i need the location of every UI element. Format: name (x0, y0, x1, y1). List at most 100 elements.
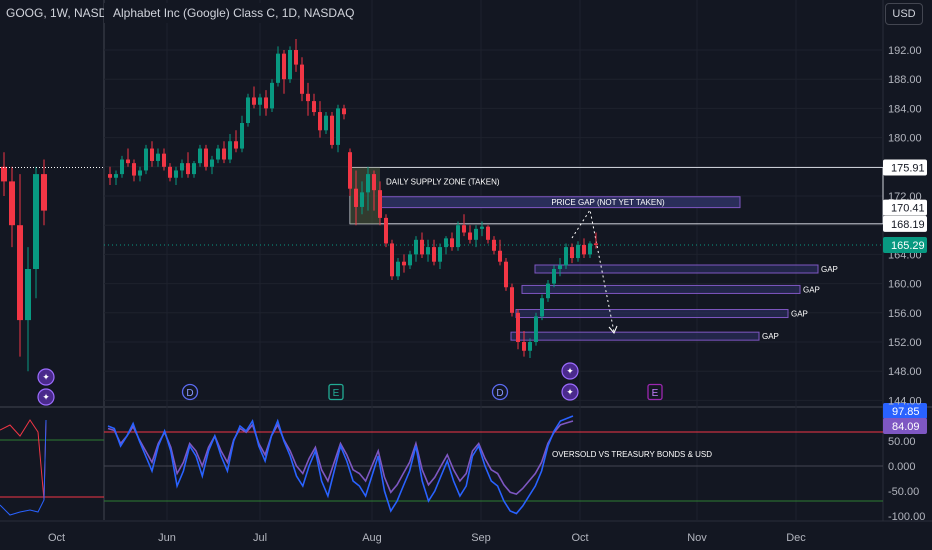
candle-body (576, 244, 580, 259)
y-tick-label: 156.00 (888, 308, 922, 320)
candle-body (300, 64, 304, 94)
left-panel-title: GOOG, 1W, NASDAQ (6, 6, 125, 20)
gap-label: GAP (791, 310, 808, 319)
candle-body (384, 217, 388, 244)
candle-body (420, 239, 424, 255)
candle-body (126, 159, 130, 164)
price-label-box (883, 159, 927, 176)
x-tick-label: Aug (362, 532, 382, 544)
candle-body (498, 250, 502, 262)
candle-body (516, 312, 520, 342)
candle-body (402, 261, 406, 266)
price-label-box (883, 199, 927, 216)
candle-body (180, 163, 184, 171)
indicator-badge-glyph: ✦ (566, 366, 574, 376)
price-label: 175.91 (891, 162, 925, 174)
price-label: 170.41 (891, 203, 925, 215)
earnings-marker (328, 383, 344, 401)
currency-button[interactable]: USD (885, 3, 923, 25)
candle-body (582, 244, 586, 255)
candle-body (204, 148, 208, 167)
candle-body (312, 101, 316, 113)
price-gap-label: PRICE GAP (NOT YET TAKEN) (551, 198, 665, 207)
candle-body (120, 159, 124, 175)
candle-body (108, 174, 112, 178)
gap-box (510, 331, 760, 341)
candle-body (288, 50, 292, 80)
dividend-marker-label: D (186, 388, 193, 399)
candle-body (510, 287, 514, 313)
weekly-candle-body (33, 174, 39, 269)
candle-body (360, 192, 364, 207)
candle-body (396, 261, 400, 277)
osc-y-tick: 50.00 (888, 436, 916, 448)
candle-body (114, 174, 118, 178)
dividend-marker (181, 383, 199, 401)
price-label-box (883, 215, 927, 232)
osc-blue-line (107, 415, 574, 515)
supply-zone-label: DAILY SUPPLY ZONE (TAKEN) (386, 177, 500, 186)
price-label: 168.19 (891, 219, 925, 231)
x-tick-label: Oct (571, 532, 588, 544)
indicator-badge-icon (561, 383, 579, 401)
candles[interactable] (108, 39, 598, 359)
candle-body (294, 50, 298, 65)
candle-body (414, 239, 418, 255)
candle-body (522, 342, 526, 351)
y-tick-label: 144.00 (888, 395, 922, 407)
indicator-badge-icon (561, 362, 579, 380)
candle-body (336, 108, 340, 145)
candle-body (564, 247, 568, 266)
indicator-badge-glyph: ✦ (42, 392, 50, 402)
gap-box (534, 264, 819, 274)
candle-body (480, 226, 484, 229)
candle-body (228, 141, 232, 160)
indicator-badge-icon (37, 388, 55, 406)
candle-body (222, 148, 226, 160)
time-axis: Jun Jul Aug Sep Oct Nov Dec (158, 532, 806, 544)
title-backdrop (104, 3, 336, 23)
osc-y-tick: -50.00 (888, 486, 919, 498)
candle-body (144, 148, 148, 171)
candle-body (390, 243, 394, 277)
candle-body (324, 115, 328, 131)
candle-body (444, 238, 448, 248)
candle-body (492, 239, 496, 251)
candle-body (432, 247, 436, 262)
indicator-badge-glyph: ✦ (566, 387, 574, 397)
main-chart-title: Alphabet Inc (Google) Class C, 1D, NASDA… (113, 6, 354, 20)
y-tick-label: 160.00 (888, 279, 922, 291)
candle-body (450, 238, 454, 248)
candle-body (438, 247, 442, 262)
candle-body (234, 141, 238, 149)
candle-body (486, 226, 490, 240)
y-tick-label: 148.00 (888, 366, 922, 378)
left-xtick-oct: Oct (48, 532, 65, 544)
candle-body (594, 243, 598, 245)
candle-body (468, 232, 472, 240)
candle-body (534, 316, 538, 342)
projection-arrow-head (608, 325, 618, 334)
x-tick-label: Jun (158, 532, 176, 544)
candle-body (558, 265, 562, 269)
weekly-candle-body (1, 166, 7, 182)
y-tick-label: 188.00 (888, 74, 922, 86)
y-tick-label: 152.00 (888, 337, 922, 349)
candle-body (264, 97, 268, 109)
candle-body (528, 342, 532, 351)
indicator-badge-icon (37, 368, 55, 386)
candle-body (546, 283, 550, 299)
osc-y-tick: -100.00 (888, 511, 925, 523)
price-label: 165.29 (891, 240, 925, 252)
event-markers[interactable]: D E D E ✦ ✦ ✦ ✦ (37, 362, 663, 406)
weekly-candle-body (9, 181, 15, 226)
osc-value-box (883, 403, 927, 419)
y-tick-label: 184.00 (888, 103, 922, 115)
weekly-candle-body (41, 174, 47, 211)
candle-body (540, 298, 544, 317)
candle-body (270, 82, 274, 109)
earnings-marker-label: E (652, 388, 659, 399)
candle-body (156, 153, 160, 161)
indicator-badge-glyph: ✦ (42, 372, 50, 382)
